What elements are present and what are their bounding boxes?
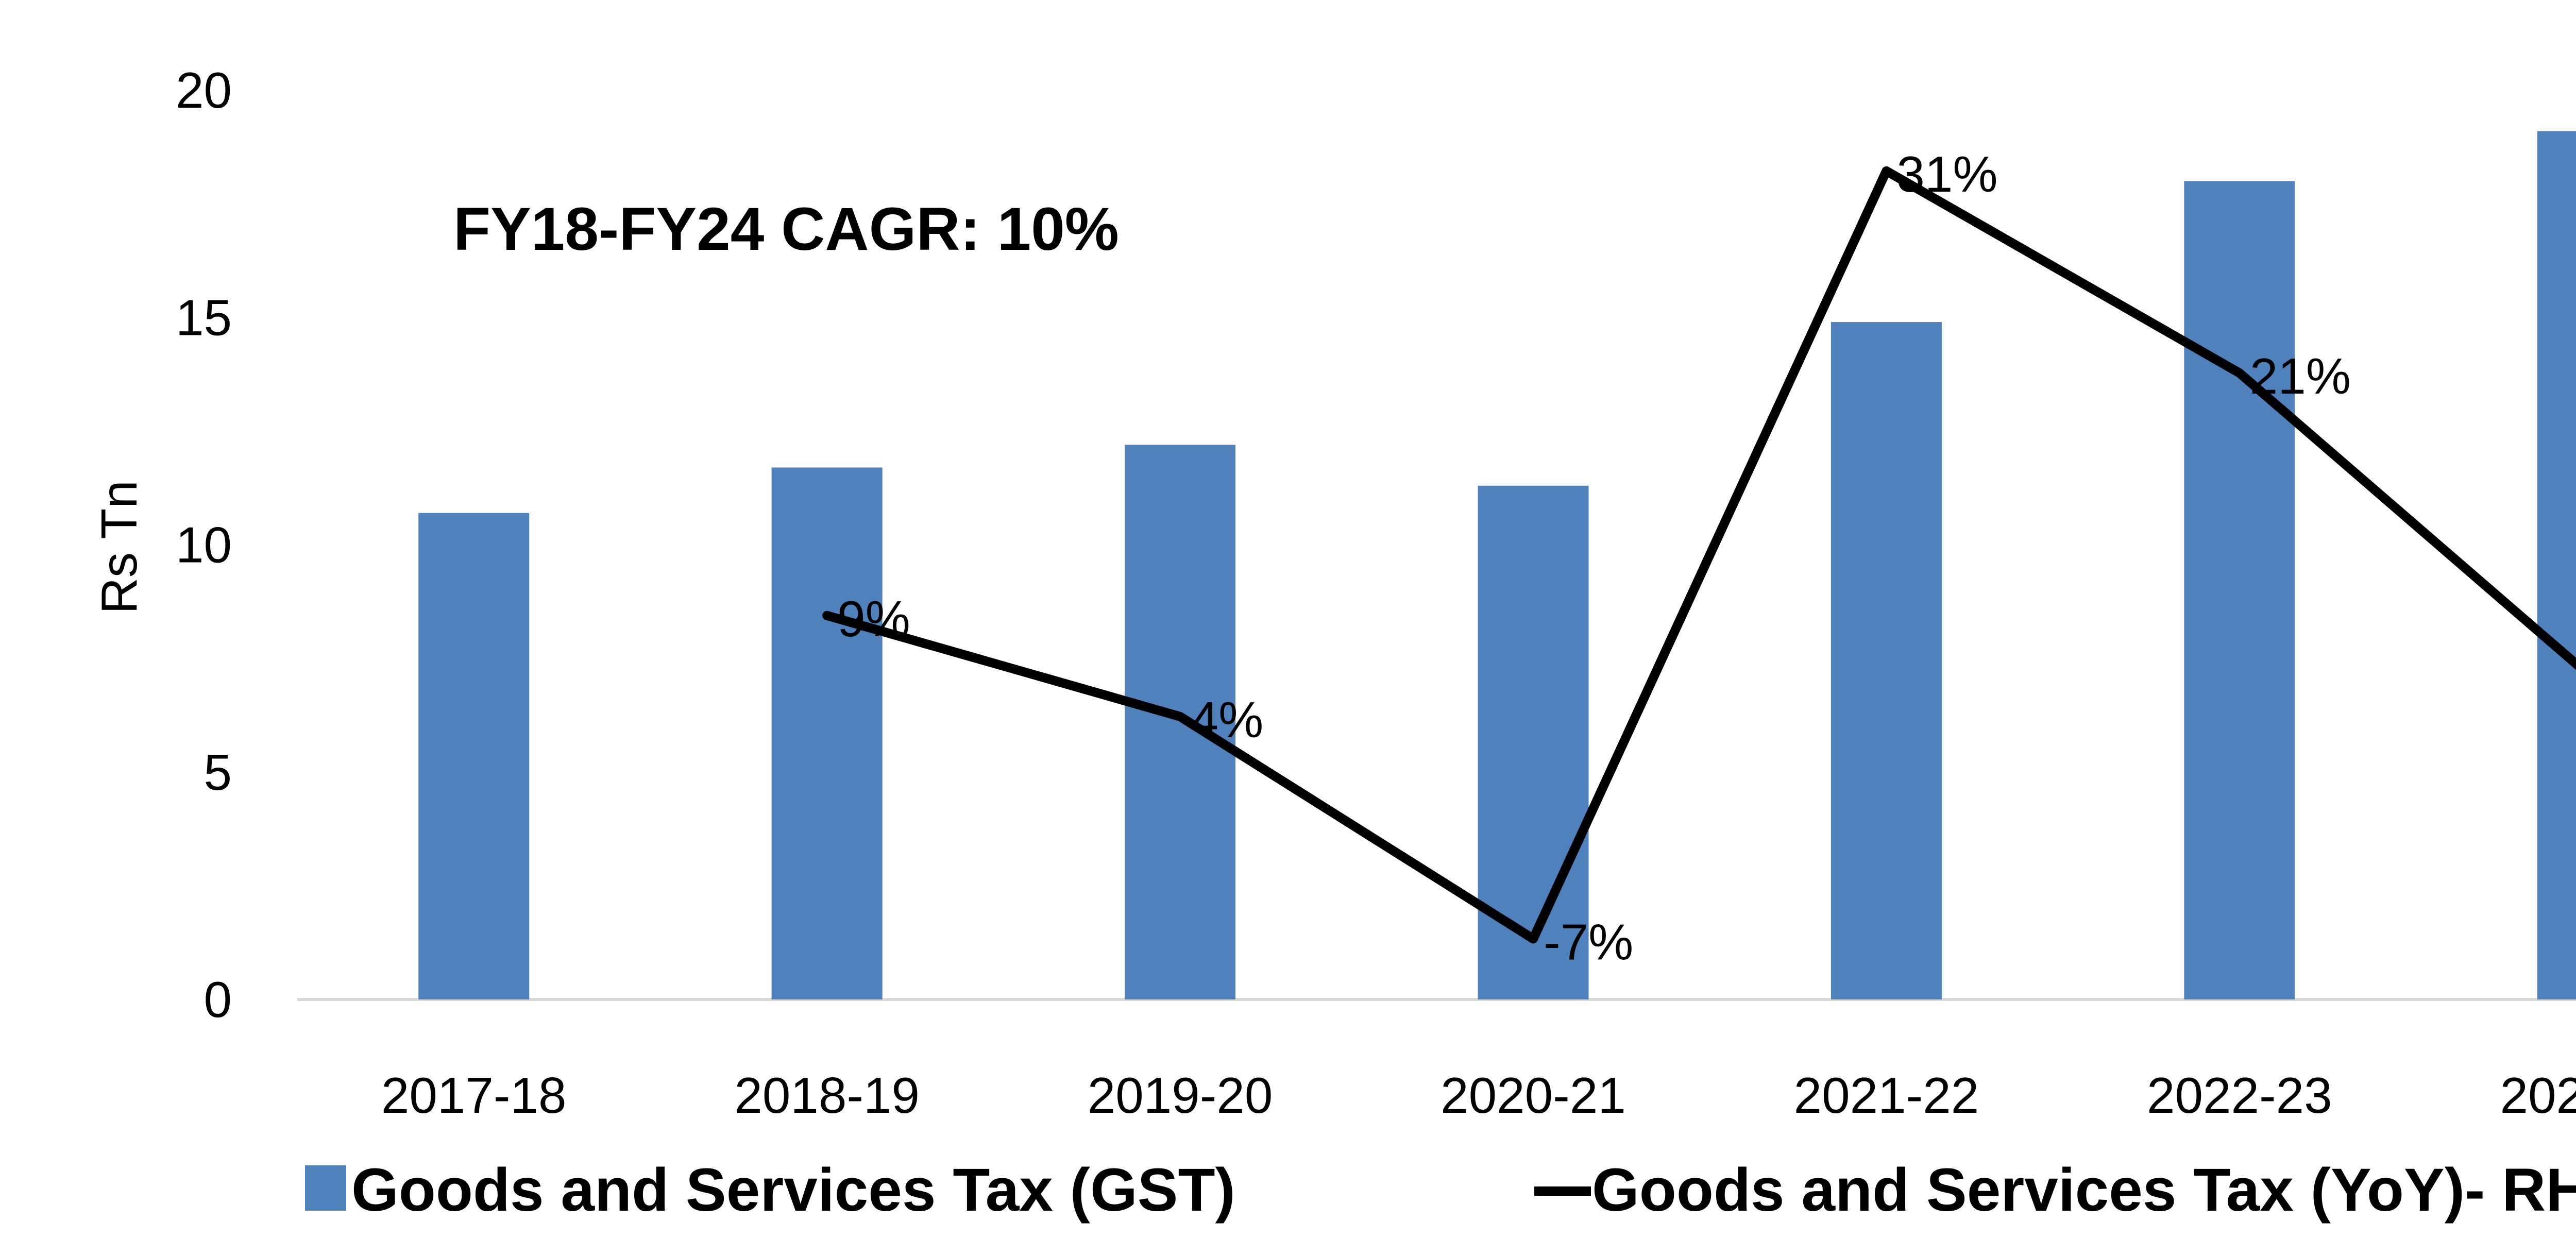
x-tick-label: 2018-19 [734,1067,920,1124]
left-tick-label: 15 [176,289,232,346]
line-data-labels: 9%4%-7%31%21%5.9% [837,146,2351,970]
line-data-label: -7% [1544,913,1633,970]
cagr-annotation: FY18-FY24 CAGR: 10% [453,195,1119,263]
bar [771,467,883,999]
legend-line-label: Goods and Services Tax (YoY)- RHS [1592,1156,2576,1224]
left-tick-label: 0 [204,971,232,1028]
left-axis-title: Rs Tn [91,480,147,614]
bar [1831,322,1942,1000]
x-tick-label: 2020-21 [1440,1067,1626,1124]
line-data-label: 31% [1896,146,1997,202]
legend-bar-label: Goods and Services Tax (GST) [351,1156,1235,1224]
left-tick-label: 10 [176,517,232,573]
left-tick-label: 20 [176,62,232,118]
yoy-line-series [822,166,2576,944]
bar [418,513,530,999]
x-axis-categories: 2017-18 2018-19 2019-20 2020-21 2021-22 2022-… [381,1067,2576,1124]
line-data-label: 4% [1191,691,1264,748]
x-tick-label: 2022-23 [2147,1067,2332,1124]
x-tick-label: 2021-22 [1794,1067,1979,1124]
bar [2537,131,2576,999]
left-tick-label: 5 [204,744,232,801]
bar [2184,181,2295,999]
x-tick-label: 2023-24 [2500,1067,2576,1124]
legend-bar-swatch [305,1165,346,1211]
bar [1125,445,1236,999]
x-tick-label: 2019-20 [1088,1067,1273,1124]
x-tick-label: 2017-18 [381,1067,567,1124]
line-data-label: 9% [837,590,910,647]
line-data-label: 21% [2250,348,2351,404]
legend: Goods and Services Tax (GST) Goods and S… [305,1156,2576,1224]
bar-series [418,131,2576,1000]
left-axis-ticks: 0 5 10 15 20 [176,62,232,1028]
